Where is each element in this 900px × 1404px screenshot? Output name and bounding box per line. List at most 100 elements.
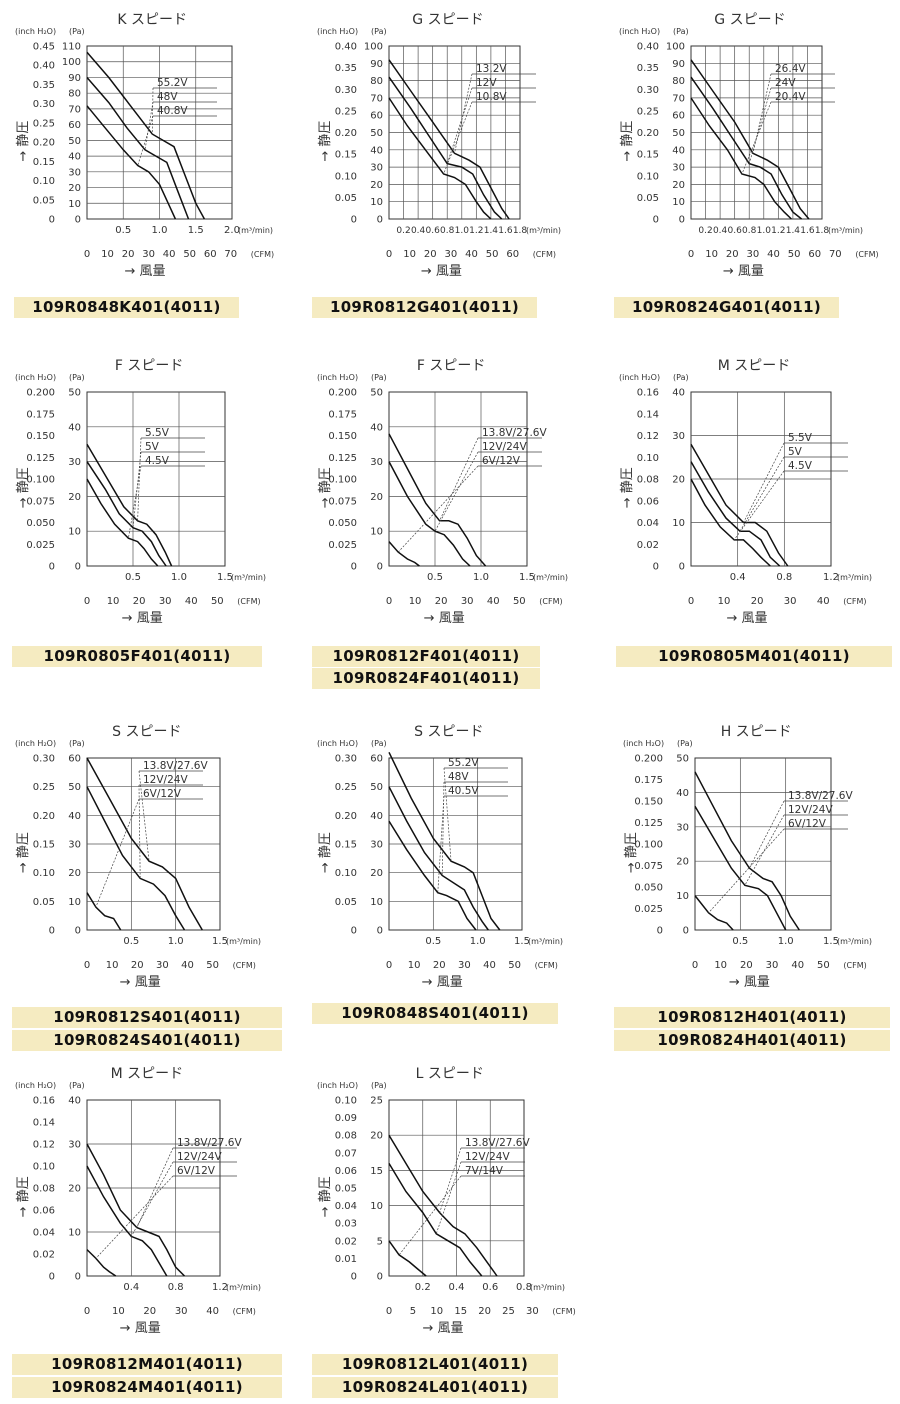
y-tick-inch: 0.100 (328, 475, 357, 486)
y-tick-inch: 0.150 (328, 431, 357, 442)
y-tick-pa: 30 (68, 457, 81, 468)
series-line (694, 771, 800, 931)
series-line (388, 433, 487, 567)
y-tick-inch: 0.03 (335, 1219, 357, 1230)
x-tick-m3: 1.5 (519, 572, 535, 583)
x-tick-m3: 1.0 (757, 226, 772, 236)
x-tick-cfm: 50 (513, 596, 526, 607)
series-leader (137, 115, 154, 166)
x-tick-m3: 0.4 (123, 1282, 139, 1293)
y-unit-pa: (Pa) (673, 373, 689, 382)
series-line (86, 461, 167, 567)
series-label: 12V/24V (482, 441, 527, 453)
series-line (388, 97, 492, 220)
series-leader (741, 101, 772, 175)
x-tick-cfm: 40 (465, 249, 478, 260)
y-tick-inch: 0.06 (335, 1166, 357, 1177)
chart-title: M スピード (111, 1066, 184, 1082)
y-tick-inch: 0.01 (335, 1254, 357, 1265)
series-leader (437, 795, 445, 893)
x-tick-cfm: 20 (740, 960, 753, 971)
x-tick-m3: 1.2 (212, 1282, 228, 1293)
series-leader (397, 465, 479, 553)
product-code-label: 109R0812F401(4011) (312, 646, 540, 667)
y-tick-inch: 0.05 (335, 1184, 357, 1195)
y-tick-inch: 0.20 (335, 128, 357, 139)
y-tick-inch: 0.175 (634, 775, 663, 786)
y-tick-inch: 0.14 (637, 409, 659, 420)
series-label: 55.2V (448, 757, 479, 769)
x-tick-cfm: 0 (688, 249, 694, 260)
y-tick-pa: 20 (68, 183, 81, 194)
x-axis-title: → 風量 (120, 1321, 161, 1336)
y-tick-pa: 70 (68, 104, 81, 115)
y-tick-inch: 0.200 (26, 388, 55, 399)
y-tick-pa: 40 (672, 388, 685, 399)
product-code-label: 109R0824L401(4011) (312, 1377, 558, 1398)
chart-title: S スピード (414, 724, 483, 740)
y-tick-pa: 50 (370, 128, 383, 139)
y-tick-inch: 0.125 (634, 818, 663, 829)
y-unit-inch: (inch H₂O) (15, 27, 56, 36)
series-line (690, 478, 771, 567)
x-unit-cfm: (CFM) (233, 1307, 256, 1316)
x-unit-m3: (m³/min) (533, 573, 568, 582)
series-leader (95, 798, 140, 908)
x-tick-cfm: 30 (458, 960, 471, 971)
y-tick-inch: 0.08 (335, 1131, 357, 1142)
series-leader (443, 767, 452, 862)
series-leader (748, 87, 772, 164)
series-line (690, 443, 789, 567)
series-line (86, 105, 177, 220)
y-tick-inch: 0.10 (33, 176, 55, 187)
y-tick-inch: 0.16 (33, 1096, 55, 1107)
x-tick-m3: 1.5 (212, 936, 228, 947)
series-label: 5V (145, 441, 160, 453)
chart-3: G スピード (inch H₂O) (Pa) 0 10 20 30 40 50 60 70 80 90 1… (619, 12, 879, 279)
y-tick-pa: 50 (68, 782, 81, 793)
y-tick-inch: 0 (351, 215, 357, 226)
y-tick-inch: 0.100 (634, 840, 663, 851)
x-tick-m3: 1.2 (469, 226, 483, 236)
x-axis-title: → 風量 (729, 975, 770, 990)
y-tick-pa: 50 (68, 136, 81, 147)
y-axis-title: → 静圧 (620, 467, 635, 508)
y-tick-inch: 0.125 (328, 453, 357, 464)
x-tick-cfm: 40 (767, 249, 780, 260)
series-label: 48V (448, 771, 469, 783)
x-tick-cfm: 10 (403, 249, 416, 260)
y-tick-inch: 0.150 (634, 797, 663, 808)
series-leader (733, 470, 785, 541)
x-tick-m3: 1.5 (823, 936, 839, 947)
chart-7: S スピード (inch H₂O) (Pa) 0 10 20 30 40 50 60 0 0.05 0.… (15, 724, 261, 990)
y-tick-pa: 60 (68, 754, 81, 765)
y-tick-inch: 0.30 (33, 754, 55, 765)
series-leader (434, 451, 479, 532)
y-axis-title: → 静圧 (16, 467, 31, 508)
product-code-label: 109R0848S401(4011) (312, 1003, 558, 1024)
y-unit-inch: (inch H₂O) (623, 739, 664, 748)
y-tick-inch: 0.30 (637, 85, 659, 96)
chart-title: G スピード (412, 12, 483, 28)
y-unit-inch: (inch H₂O) (15, 373, 56, 382)
x-tick-m3: 1.5 (514, 936, 530, 947)
x-tick-cfm: 0 (692, 960, 698, 971)
series-label: 20.4V (775, 91, 806, 103)
x-tick-m3: 1.8 (513, 226, 528, 236)
series-label: 10.8V (476, 91, 507, 103)
y-tick-pa: 40 (672, 145, 685, 156)
y-tick-pa: 40 (370, 811, 383, 822)
y-tick-inch: 0.25 (33, 118, 55, 129)
y-axis-title: → 静圧 (624, 832, 639, 873)
x-tick-cfm: 50 (183, 249, 196, 260)
x-tick-m3: 0.2 (415, 1282, 431, 1293)
y-unit-inch: (inch H₂O) (317, 27, 358, 36)
series-label: 13.8V/27.6V (482, 427, 547, 439)
series-leader (744, 814, 785, 886)
y-tick-pa: 50 (370, 388, 383, 399)
x-tick-m3: 0.8 (516, 1282, 532, 1293)
x-axis-title: → 風量 (422, 975, 463, 990)
y-tick-inch: 0.04 (33, 1228, 55, 1239)
y-tick-inch: 0.07 (335, 1148, 357, 1159)
